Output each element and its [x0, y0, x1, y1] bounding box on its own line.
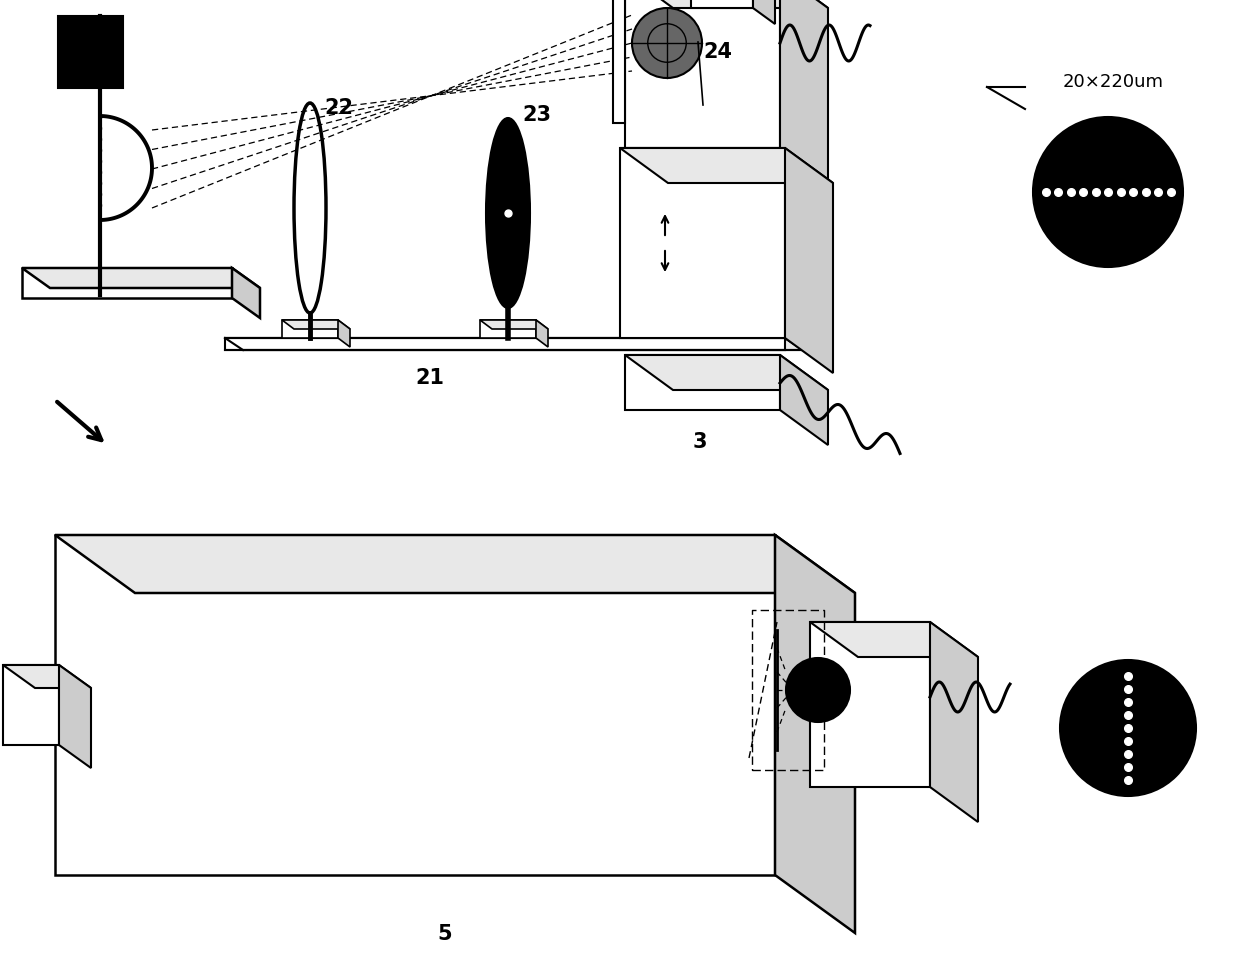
- Text: 20×220um: 20×220um: [1063, 73, 1163, 91]
- Polygon shape: [55, 535, 775, 875]
- Polygon shape: [55, 535, 856, 593]
- Polygon shape: [224, 338, 785, 350]
- Text: 23: 23: [522, 105, 551, 125]
- Text: 5: 5: [438, 924, 453, 944]
- Text: 21: 21: [415, 368, 444, 388]
- Circle shape: [786, 658, 849, 722]
- Polygon shape: [281, 320, 339, 338]
- Polygon shape: [620, 148, 833, 183]
- Text: 24: 24: [703, 42, 732, 62]
- Polygon shape: [480, 320, 548, 329]
- Circle shape: [1033, 117, 1183, 267]
- Polygon shape: [60, 665, 91, 768]
- Circle shape: [1060, 660, 1197, 796]
- Polygon shape: [58, 16, 123, 88]
- Polygon shape: [780, 0, 828, 183]
- Polygon shape: [22, 268, 260, 288]
- Polygon shape: [536, 320, 548, 347]
- Polygon shape: [780, 355, 828, 445]
- Ellipse shape: [486, 118, 529, 308]
- Polygon shape: [785, 148, 833, 373]
- Polygon shape: [810, 622, 978, 657]
- Polygon shape: [232, 268, 260, 318]
- Circle shape: [632, 8, 702, 78]
- Polygon shape: [930, 622, 978, 822]
- Polygon shape: [224, 338, 804, 350]
- Polygon shape: [775, 535, 856, 933]
- Polygon shape: [691, 0, 753, 8]
- Polygon shape: [613, 0, 625, 123]
- Polygon shape: [2, 665, 91, 688]
- Polygon shape: [480, 320, 536, 338]
- Polygon shape: [620, 148, 785, 338]
- Polygon shape: [2, 665, 60, 745]
- Polygon shape: [339, 320, 350, 347]
- Polygon shape: [625, 0, 780, 148]
- Polygon shape: [753, 0, 775, 24]
- Polygon shape: [810, 622, 930, 787]
- Text: 3: 3: [693, 432, 707, 452]
- Text: 22: 22: [324, 98, 353, 118]
- Polygon shape: [625, 0, 828, 8]
- Polygon shape: [22, 268, 232, 298]
- Polygon shape: [625, 355, 828, 390]
- Polygon shape: [625, 355, 780, 410]
- Polygon shape: [281, 320, 350, 329]
